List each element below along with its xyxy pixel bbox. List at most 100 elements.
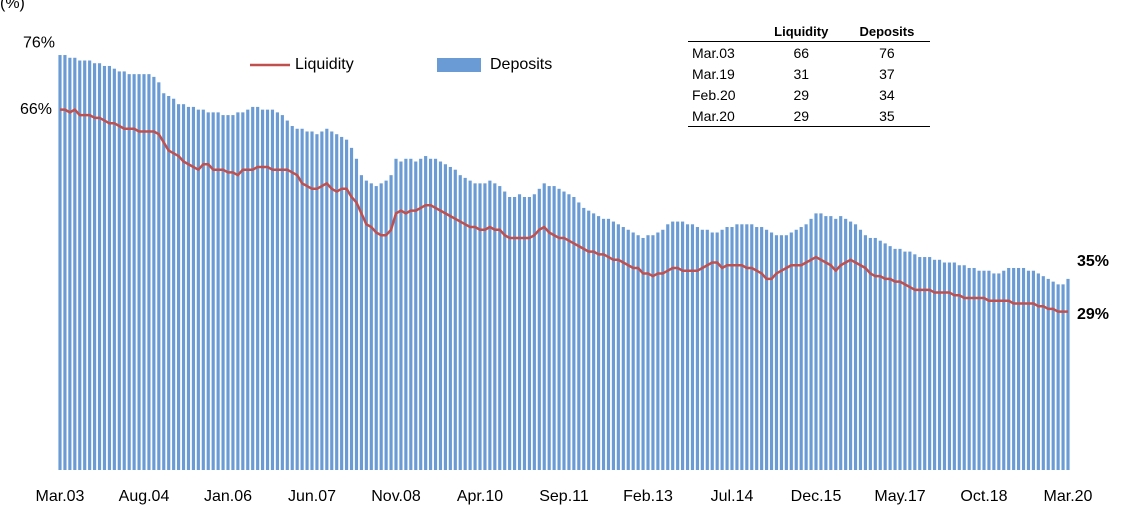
bar [483,183,487,470]
x-tick-label: May.17 [874,488,925,505]
table-cell: 31 [793,65,810,82]
bar [799,227,803,470]
bar [804,224,808,470]
bar [463,177,467,470]
bar [261,109,265,470]
bar [73,57,77,471]
bar [473,183,477,470]
bar [270,109,275,470]
bar [908,251,912,470]
x-tick-label: Oct.18 [960,488,1007,505]
bar [1061,284,1065,470]
bar [320,131,324,471]
x-tick-label: Sep.11 [539,488,589,505]
bar [305,131,309,471]
bar [468,180,472,470]
bar [937,259,942,470]
column-header: Deposits [843,22,930,42]
bar [285,120,289,470]
table-header-row: Liquidity Deposits [688,22,930,42]
bar [631,232,635,470]
bar [582,207,586,471]
bar [369,183,373,470]
bar [389,175,393,470]
bar [117,71,121,471]
bar [226,115,230,470]
bar [221,115,225,470]
bar [977,270,981,470]
bar [517,194,522,470]
bar [923,257,927,470]
x-tick-label: Aug.04 [119,488,170,505]
bar [498,186,502,470]
bar [172,98,176,470]
annotation: 66% [20,101,52,118]
bar [656,232,660,470]
bar [878,240,882,470]
x-tick-label: Mar.20 [1044,488,1093,505]
bar [765,229,769,470]
bar [661,229,665,470]
bar [616,224,620,470]
bar [834,218,838,470]
bar [275,112,279,471]
bar [750,224,754,470]
bar [394,158,398,470]
bar [522,197,527,470]
column-header [688,22,759,42]
x-tick-label: Jul.14 [711,488,754,505]
bar [310,131,314,471]
bar [295,128,299,470]
bar [819,213,823,470]
bar [458,175,462,470]
bar [735,224,739,470]
bar [705,229,709,470]
bar [1007,267,1011,470]
bar [597,216,601,470]
bar [256,106,260,470]
bar [839,216,843,470]
bar [1026,270,1031,470]
bar [681,221,685,470]
x-tick-label: Feb.13 [623,488,673,505]
bar [952,262,956,470]
bar [715,232,719,470]
bar [641,237,645,470]
bar [152,76,156,470]
bar [280,115,284,470]
bar [433,158,438,470]
table-row: Mar.20 29 35 [688,105,930,127]
bar [562,191,566,471]
bar [142,74,146,471]
bar [107,65,111,471]
bar [97,63,102,470]
table-cell: 35 [843,105,930,127]
bar [58,55,62,470]
bar [532,194,536,470]
summary-table: Liquidity Deposits Mar.03 66 76 Mar.19 31 37 Feb… [688,22,930,127]
bar [903,251,907,470]
bar [606,218,611,470]
bar [784,235,788,470]
bar [443,164,447,471]
bar [587,210,591,470]
bar [760,227,764,470]
table-row: Mar.19 31 37 [688,63,930,84]
bar [201,109,205,470]
bar [611,221,615,470]
bar [720,229,724,470]
bar [710,232,714,470]
bar [112,68,116,470]
bar [354,158,359,470]
bar [572,197,576,470]
bar [216,112,220,471]
bar [626,229,630,470]
bar [335,134,339,470]
bar [399,161,403,470]
bar [918,257,922,470]
x-tick-label: Apr.10 [457,488,503,505]
bar [438,161,443,470]
bar [695,227,699,470]
